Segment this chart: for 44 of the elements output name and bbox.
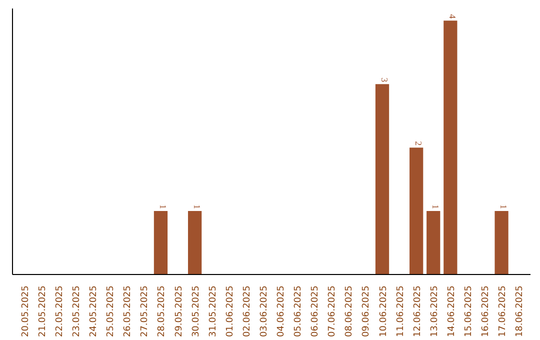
- x-tick-label: 27.05.2025: [140, 286, 150, 338]
- x-tick-label: 05.06.2025: [294, 286, 304, 338]
- x-tick-label: 03.06.2025: [259, 286, 270, 338]
- bar: [426, 211, 440, 274]
- x-tick-label: 07.06.2025: [328, 286, 338, 338]
- bar: [188, 211, 202, 274]
- x-tick-label: 31.05.2025: [208, 286, 218, 338]
- x-tick-label: 30.05.2025: [191, 286, 202, 338]
- data-label: 2: [413, 141, 424, 146]
- x-tick-label: 25.05.2025: [106, 286, 116, 338]
- x-tick-label: 26.05.2025: [123, 286, 134, 338]
- x-tick-label: 16.06.2025: [480, 286, 491, 338]
- x-tick-label: 02.06.2025: [242, 286, 252, 338]
- x-tick-label: 11.06.2025: [396, 286, 406, 338]
- x-tick-label: 08.06.2025: [344, 286, 355, 338]
- data-label: 1: [192, 204, 202, 210]
- x-tick-label: 09.06.2025: [362, 286, 372, 338]
- data-label: 1: [158, 204, 168, 210]
- bar: [154, 211, 168, 274]
- x-tick-label: 10.06.2025: [378, 286, 389, 338]
- x-tick-label: 04.06.2025: [276, 286, 287, 338]
- bar: [410, 148, 424, 274]
- bar: [375, 84, 390, 274]
- x-tick-label: 29.05.2025: [174, 286, 184, 338]
- x-tick-label: 22.05.2025: [55, 286, 66, 338]
- data-label: 3: [379, 78, 390, 83]
- bar: [444, 20, 458, 274]
- bar: [494, 211, 508, 274]
- data-label: 1: [430, 204, 440, 210]
- x-tick-label: 24.05.2025: [89, 286, 100, 338]
- x-tick-label: 14.06.2025: [446, 286, 457, 338]
- data-label: 1: [498, 204, 509, 210]
- x-tick-label: 18.06.2025: [515, 286, 526, 338]
- x-tick-label: 01.06.2025: [225, 286, 236, 338]
- x-tick-label: 28.05.2025: [157, 286, 168, 338]
- x-tick-label: 21.05.2025: [38, 286, 48, 338]
- x-tick-label: 12.06.2025: [412, 286, 423, 338]
- x-tick-label: 17.06.2025: [498, 286, 508, 338]
- x-tick-label: 20.05.2025: [20, 286, 31, 338]
- x-tick-label: 13.06.2025: [430, 286, 440, 338]
- x-tick-label: 15.06.2025: [464, 286, 474, 338]
- x-tick-label: 23.05.2025: [72, 286, 82, 338]
- data-label: 4: [447, 14, 458, 20]
- x-tick-label: 06.06.2025: [310, 286, 321, 338]
